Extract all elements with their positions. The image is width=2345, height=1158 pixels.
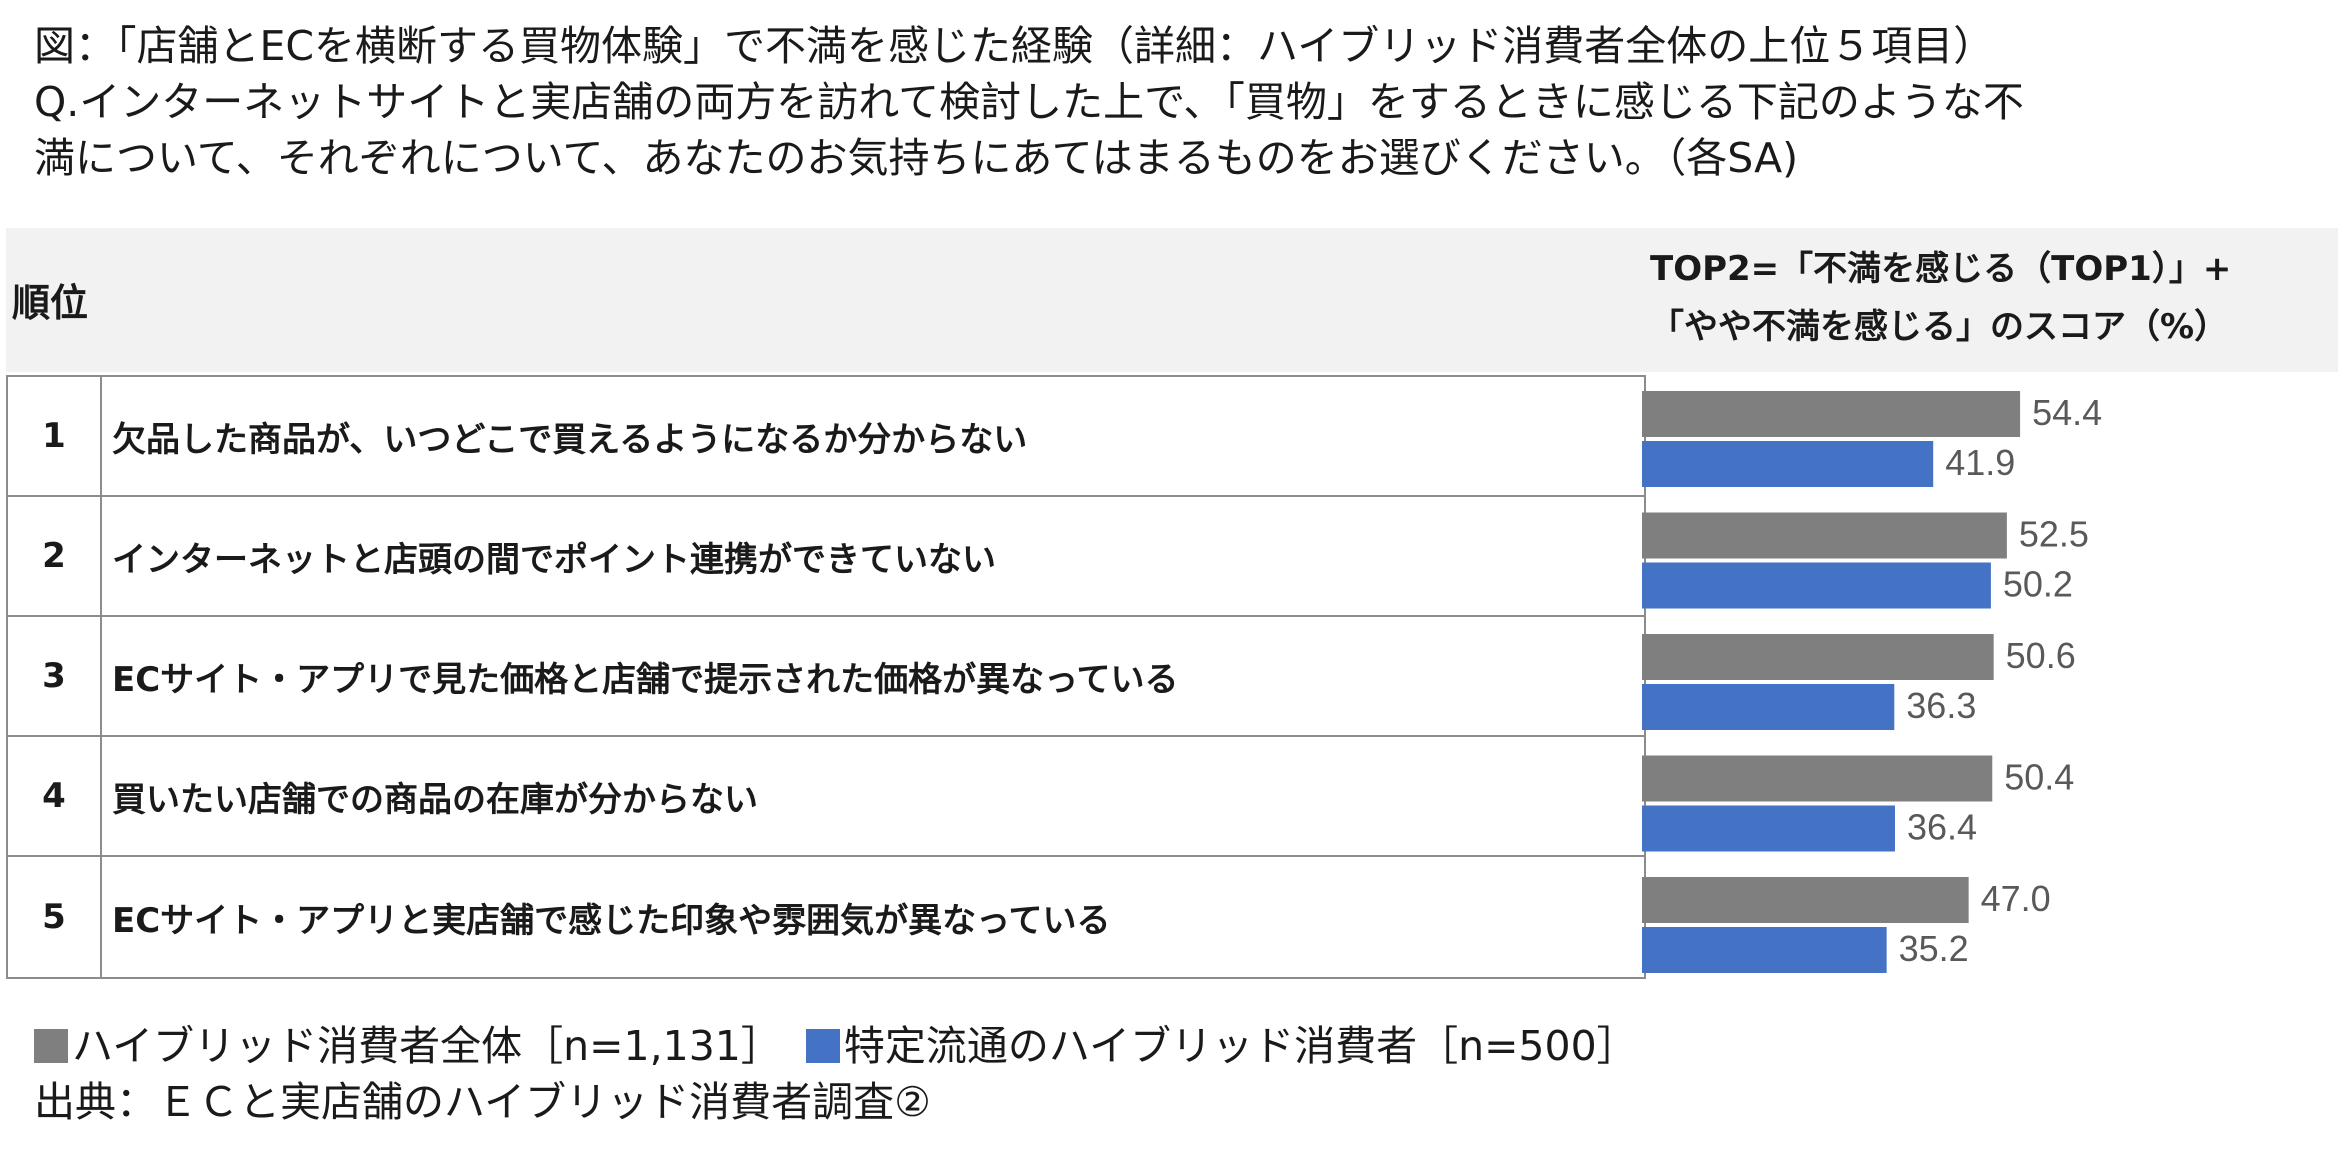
legend-label-series1: ハイブリッド消費者全体［n=1,131］ — [72, 1022, 782, 1070]
data-label-series2-rank-2: 50.2 — [2003, 564, 2073, 605]
data-label-series1-rank-5: 47.0 — [1981, 878, 2051, 919]
item-cell: ECサイト・アプリと実店舗で感じた印象や雰囲気が異なっている — [112, 900, 1111, 941]
bar-series1-rank-3 — [1642, 634, 1994, 680]
legend: ハイブリッド消費者全体［n=1,131］ 特定流通のハイブリッド消費者［n=50… — [34, 1018, 1638, 1130]
bar-series2-rank-4 — [1642, 805, 1895, 852]
legend-label-series2: 特定流通のハイブリッド消費者［n=500］ — [843, 1022, 1638, 1070]
data-label-series2-rank-3: 36.3 — [1906, 685, 1976, 726]
data-label-series2-rank-1: 41.9 — [1945, 442, 2015, 483]
item-cell: 欠品した商品が、いつどこで買えるようになるか分からない — [112, 419, 1028, 460]
rank-column-header: 順位 — [12, 281, 89, 325]
score-header-line2: 「やや不満を感じる」のスコア（%） — [1650, 307, 2229, 347]
data-label-series1-rank-3: 50.6 — [2006, 635, 2076, 676]
legend-swatch-series1 — [34, 1029, 68, 1063]
rank-cell: 1 — [8, 377, 102, 495]
bar-series1-rank-5 — [1642, 877, 1969, 923]
bar-series1-rank-1 — [1642, 391, 2021, 437]
table-row: 1 欠品した商品が、いつどこで買えるようになるか分からない — [8, 377, 1644, 497]
bar-series1-rank-4 — [1642, 755, 1993, 802]
table-header-band — [6, 228, 2338, 372]
table-row: 3 ECサイト・アプリで見た価格と店舗で提示された価格が異なっている — [8, 617, 1644, 737]
item-cell: 買いたい店舗での商品の在庫が分からない — [112, 779, 758, 820]
data-label-series2-rank-5: 35.2 — [1899, 928, 1969, 969]
item-cell: ECサイト・アプリで見た価格と店舗で提示された価格が異なっている — [112, 659, 1179, 700]
ranking-table: 1 欠品した商品が、いつどこで買えるようになるか分からない 2 インターネットと… — [6, 375, 1646, 979]
bar-series2-rank-2 — [1642, 562, 1991, 609]
caption-question-line1: Q.インターネットサイトと実店舗の両方を訪れて検討した上で、「買物」をするときに… — [34, 78, 2024, 126]
bar-series2-rank-1 — [1642, 441, 1934, 487]
table-row: 2 インターネットと店頭の間でポイント連携ができていない — [8, 497, 1644, 617]
figure-caption: 図：「店舗とECを横断する買物体験」で不満を感じた経験（詳細：ハイブリッド消費者… — [34, 18, 2324, 186]
data-label-series1-rank-4: 50.4 — [2004, 757, 2074, 798]
bar-series2-rank-5 — [1642, 927, 1887, 973]
rank-cell: 2 — [8, 497, 102, 615]
data-label-series1-rank-1: 54.4 — [2032, 392, 2102, 433]
score-column-header: TOP2=「不満を感じる（TOP1）」+ 「やや不満を感じる」のスコア（%） — [1650, 240, 2231, 356]
rank-cell: 5 — [8, 857, 102, 977]
rank-cell: 4 — [8, 737, 102, 855]
legend-swatch-series2 — [805, 1029, 840, 1063]
caption-title: 図：「店舗とECを横断する買物体験」で不満を感じた経験（詳細：ハイブリッド消費者… — [34, 22, 1995, 70]
rank-cell: 3 — [8, 617, 102, 735]
data-label-series2-rank-4: 36.4 — [1907, 807, 1977, 848]
table-row: 5 ECサイト・アプリと実店舗で感じた印象や雰囲気が異なっている — [8, 857, 1644, 977]
score-header-line1: TOP2=「不満を感じる（TOP1）」+ — [1650, 249, 2232, 289]
source-note: 出典：ＥＣと実店舗のハイブリッド消費者調査② — [34, 1078, 931, 1126]
caption-question-line2: 満について、それぞれについて、あなたのお気持ちにあてはまるものをお選びください。… — [34, 134, 1799, 182]
bar-series2-rank-3 — [1642, 684, 1895, 730]
legend-line: ハイブリッド消費者全体［n=1,131］ 特定流通のハイブリッド消費者［n=50… — [34, 1018, 1638, 1074]
item-cell: インターネットと店頭の間でポイント連携ができていない — [112, 539, 996, 580]
bar-series1-rank-2 — [1642, 512, 2007, 559]
data-label-series1-rank-2: 52.5 — [2019, 514, 2089, 555]
table-row: 4 買いたい店舗での商品の在庫が分からない — [8, 737, 1644, 857]
bar-chart: 54.4 41.952.5 50.2 50.6 36.3 50.4 36.447.0 35.2 — [1642, 391, 2102, 973]
